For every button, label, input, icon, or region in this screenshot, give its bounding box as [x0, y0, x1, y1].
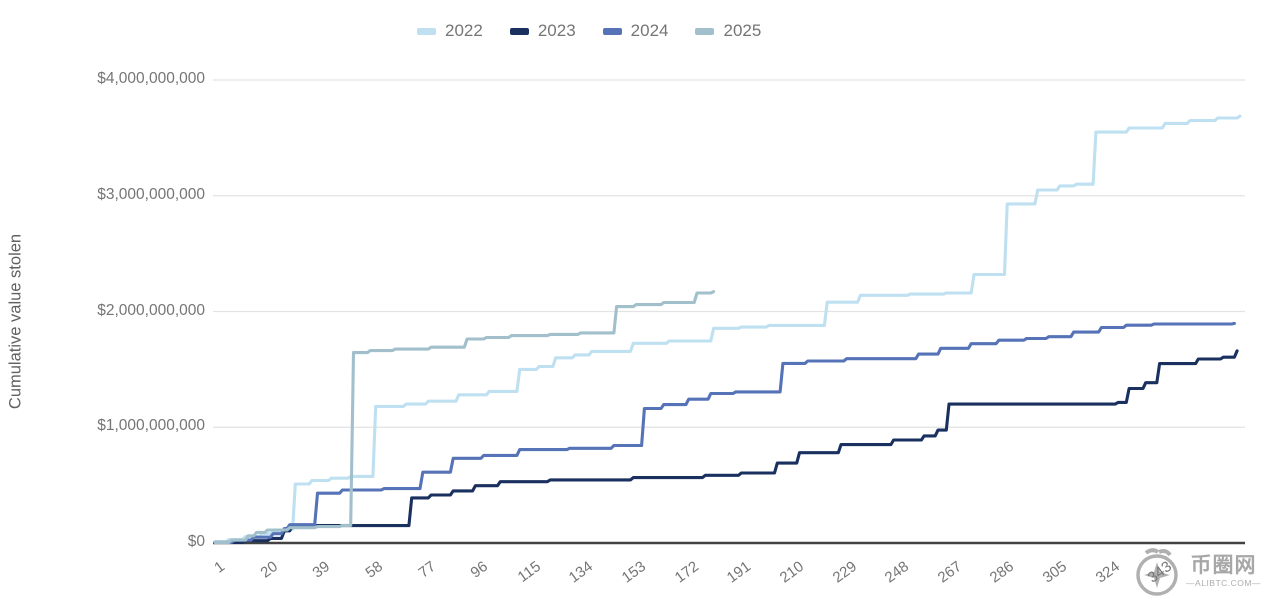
- legend-item-2023: 2023: [509, 21, 576, 40]
- legend-item-2024: 2024: [602, 21, 669, 40]
- legend-item-2022: 2022: [417, 22, 483, 40]
- legend-swatch-2022: [417, 27, 436, 35]
- series-line-2025: [213, 290, 716, 544]
- legend-label-2024: 2024: [630, 21, 669, 40]
- coin-logo-icon: [1136, 548, 1178, 596]
- y-tick-label: $1,000,000,000: [97, 417, 205, 435]
- legend-label-2025: 2025: [723, 21, 762, 40]
- y-axis-title: Cumulative value stolen: [6, 233, 25, 410]
- legend-item-2025: 2025: [695, 22, 761, 40]
- series-line-2022: [213, 114, 1242, 544]
- series-line-2024: [213, 321, 1236, 544]
- legend-swatch-2024: [602, 27, 622, 35]
- y-tick-label: $3,000,000,000: [97, 185, 205, 203]
- legend-label-2023: 2023: [537, 21, 576, 40]
- y-tick-label: $4,000,000,000: [97, 70, 205, 87]
- y-tick-label: $0: [187, 533, 205, 550]
- legend-swatch-2023: [509, 27, 529, 35]
- chart-legend: 2022 2023 2024 2025: [417, 22, 761, 40]
- legend-swatch-2025: [695, 27, 715, 35]
- watermark-site-name: 币圈网: [1190, 553, 1257, 577]
- watermark: 币圈网 —ALIBTC.COM—: [1132, 545, 1261, 597]
- series-line-2023: [213, 349, 1239, 544]
- watermark-domain: —ALIBTC.COM—: [1186, 577, 1261, 588]
- y-tick-label: $2,000,000,000: [97, 301, 205, 319]
- legend-label-2022: 2022: [445, 21, 483, 40]
